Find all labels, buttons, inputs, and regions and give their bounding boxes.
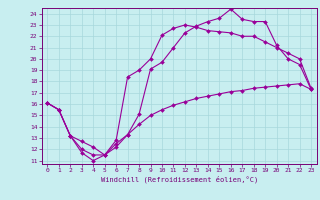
X-axis label: Windchill (Refroidissement éolien,°C): Windchill (Refroidissement éolien,°C)	[100, 176, 258, 183]
